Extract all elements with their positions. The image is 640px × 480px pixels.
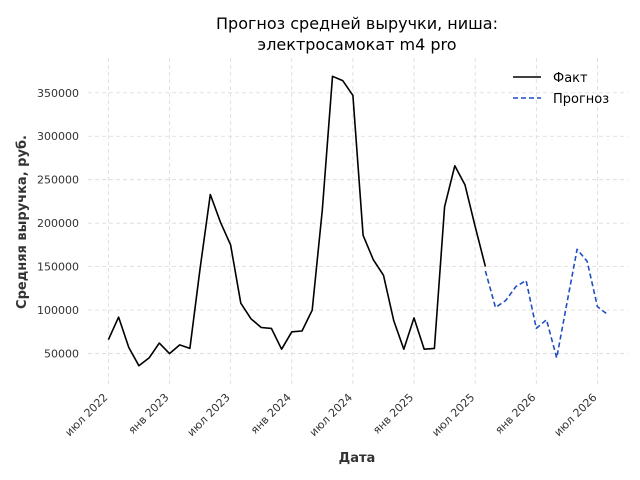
chart-title-line-1: Прогноз средней выручки, ниша: xyxy=(216,14,498,33)
series-line-0 xyxy=(107,75,487,367)
y-axis-ticks: 50000 100000 150000 200000 250000 300000 35000… xyxy=(37,87,79,361)
y-axis-label: Средняя выручка, руб. xyxy=(15,135,30,309)
x-tick-label-8: июл 2026 xyxy=(552,391,600,439)
x-tick-label-7: янв 2026 xyxy=(493,391,539,437)
y-tick-label-6: 350000 xyxy=(37,87,79,100)
x-tick-label-0: июл 2022 xyxy=(62,391,110,439)
x-axis-label: Дата xyxy=(339,451,376,466)
x-tick-label-2: июл 2023 xyxy=(185,391,233,439)
y-tick-label-5: 300000 xyxy=(37,130,79,143)
legend: Факт Прогноз xyxy=(513,71,609,107)
x-tick-label-3: янв 2024 xyxy=(248,391,294,437)
x-tick-label-6: июл 2025 xyxy=(429,391,477,439)
x-tick-label-4: июл 2024 xyxy=(307,391,355,439)
y-tick-label-3: 200000 xyxy=(37,217,79,230)
legend-label-fact: Факт xyxy=(553,71,588,86)
series-line-1 xyxy=(484,248,609,359)
grid-lines xyxy=(88,58,628,384)
series-lines xyxy=(107,75,609,367)
x-axis-ticks: июл 2022 янв 2023 июл 2023 янв 2024 июл 2024… xyxy=(62,391,599,439)
y-tick-label-1: 100000 xyxy=(37,304,79,317)
legend-label-forecast: Прогноз xyxy=(553,92,609,107)
y-tick-label-4: 250000 xyxy=(37,174,79,187)
x-tick-label-5: янв 2025 xyxy=(370,391,416,437)
y-tick-label-2: 150000 xyxy=(37,261,79,274)
x-tick-label-1: янв 2023 xyxy=(126,391,172,437)
chart-title-line-2: электросамокат m4 pro xyxy=(257,35,456,54)
y-tick-label-0: 50000 xyxy=(44,348,79,361)
